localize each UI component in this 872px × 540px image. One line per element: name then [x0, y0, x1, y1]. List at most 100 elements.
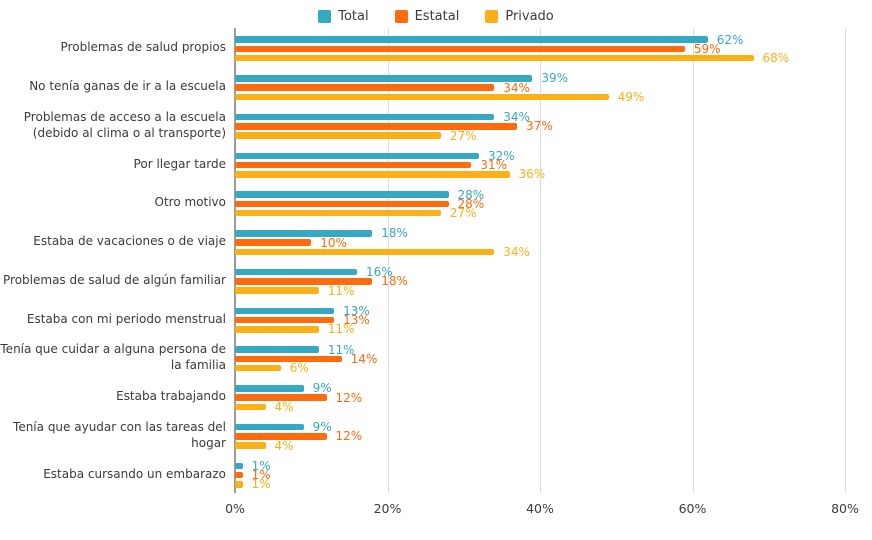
- bar-value-label: 27%: [449, 128, 477, 143]
- bar-estatal: [235, 316, 335, 324]
- category-label: Problemas de acceso a la escuela (debido…: [23, 109, 226, 140]
- bar-total: [235, 346, 319, 353]
- bar-value-label: 27%: [449, 206, 477, 221]
- bar-value-label: 11%: [327, 322, 355, 337]
- bar-total: [235, 268, 357, 276]
- x-tick-label: 40%: [526, 501, 554, 516]
- legend-item-estatal[interactable]: Estatal: [394, 9, 460, 24]
- legend-item-privado[interactable]: Privado: [485, 9, 554, 24]
- category-label: Problemas de salud de algún familiar: [3, 272, 226, 287]
- legend-swatch-icon: [394, 10, 408, 23]
- bar-value-label: 1%: [251, 477, 271, 492]
- legend-swatch-icon: [318, 10, 332, 23]
- x-tick-label: 20%: [373, 501, 402, 516]
- bar-value-label: 62%: [716, 32, 744, 47]
- bar-value-label: 10%: [320, 235, 347, 250]
- category-label: Por llegar tarde: [133, 156, 226, 171]
- bar-privado: [235, 93, 609, 101]
- bar-value-label: 34%: [503, 80, 530, 95]
- bar-value-label: 16%: [366, 265, 393, 280]
- bar-value-label: 12%: [335, 390, 363, 405]
- bar-value-label: 49%: [617, 89, 645, 104]
- legend-label: Estatal: [414, 9, 460, 24]
- bar-total: [235, 36, 708, 43]
- bar-privado: [235, 132, 441, 139]
- bar-value-label: 9%: [312, 381, 332, 396]
- gridline-40%: [540, 28, 541, 493]
- bar-value-label: 32%: [488, 148, 515, 163]
- bar-value-label: 13%: [343, 313, 370, 328]
- bar-estatal: [235, 123, 518, 130]
- bar-value-label: 14%: [350, 351, 378, 366]
- bar-privado: [235, 287, 319, 294]
- bar-value-label: 28%: [457, 196, 485, 211]
- bar-total: [235, 423, 304, 431]
- gridline-80%: [845, 28, 846, 493]
- bar-value-label: 6%: [289, 361, 309, 376]
- bar-value-label: 12%: [335, 429, 363, 444]
- legend-label: Privado: [505, 9, 554, 24]
- category-label: Estaba de vacaciones o de viaje: [33, 234, 226, 249]
- category-label: Estaba trabajando: [116, 389, 226, 404]
- x-tick-label: 60%: [678, 501, 707, 516]
- category-label: No tenía ganas de ir a la escuela: [29, 79, 226, 94]
- category-label: Estaba con mi periodo menstrual: [26, 311, 226, 326]
- bar-estatal: [235, 394, 327, 401]
- bar-privado: [235, 364, 281, 372]
- bar-value-label: 34%: [503, 110, 530, 125]
- bar-estatal: [235, 471, 243, 479]
- bar-value-label: 36%: [518, 167, 546, 182]
- legend-item-total[interactable]: Total: [318, 9, 369, 24]
- bar-value-label: 31%: [480, 158, 508, 173]
- bar-value-label: 18%: [381, 274, 408, 289]
- bar-privado: [235, 171, 510, 178]
- bar-privado: [235, 481, 243, 488]
- bar-privado: [235, 209, 441, 217]
- plot-area: 62% 59% 68% 39% 34% 49% 34% 37% 27% 32% 31% 36% 28% 2…: [234, 28, 846, 493]
- bar-estatal: [235, 239, 312, 246]
- bar-estatal: [235, 278, 373, 285]
- bar-estatal: [235, 433, 327, 440]
- zero-axis-line: [234, 28, 236, 493]
- bar-value-label: 28%: [457, 187, 485, 202]
- category-label: Tenía que ayudar con las tareas del hoga…: [13, 419, 226, 450]
- x-tick-label: 0%: [225, 501, 245, 516]
- bar-total: [235, 113, 495, 121]
- bar-value-label: 4%: [274, 438, 294, 453]
- bar-estatal: [235, 84, 495, 91]
- category-label: Problemas de salud propios: [60, 40, 226, 55]
- legend-label: Total: [338, 9, 369, 24]
- bar-total: [235, 462, 243, 470]
- category-label: Tenía que cuidar a alguna persona de la …: [0, 342, 226, 373]
- bar-privado: [235, 248, 495, 256]
- bar-total: [235, 307, 335, 315]
- bar-value-label: 39%: [541, 71, 569, 86]
- bar-value-label: 4%: [274, 399, 294, 414]
- bar-value-label: 11%: [327, 283, 355, 298]
- bar-value-label: 59%: [693, 41, 721, 56]
- bar-value-label: 68%: [762, 51, 790, 66]
- bar-value-label: 18%: [381, 226, 408, 241]
- bar-value-label: 34%: [503, 244, 530, 259]
- bar-total: [235, 385, 304, 392]
- bar-value-label: 37%: [526, 119, 553, 134]
- bar-privado: [235, 54, 754, 62]
- bar-estatal: [235, 355, 342, 363]
- bar-privado: [235, 326, 319, 333]
- bar-privado: [235, 403, 266, 411]
- bar-value-label: 11%: [327, 342, 355, 357]
- bar-estatal: [235, 161, 472, 169]
- bar-total: [235, 191, 449, 198]
- bar-value-label: 1%: [251, 468, 271, 483]
- chart-legend: Total Estatal Privado: [0, 9, 872, 24]
- category-label: Estaba cursando un embarazo: [43, 466, 226, 481]
- x-tick-label: 80%: [831, 501, 859, 516]
- bar-total: [235, 230, 373, 237]
- bar-privado: [235, 442, 266, 449]
- bar-value-label: 1%: [251, 458, 271, 473]
- bar-total: [235, 152, 479, 160]
- bar-value-label: 9%: [312, 420, 332, 435]
- gridline-60%: [692, 28, 694, 493]
- bar-total: [235, 75, 533, 82]
